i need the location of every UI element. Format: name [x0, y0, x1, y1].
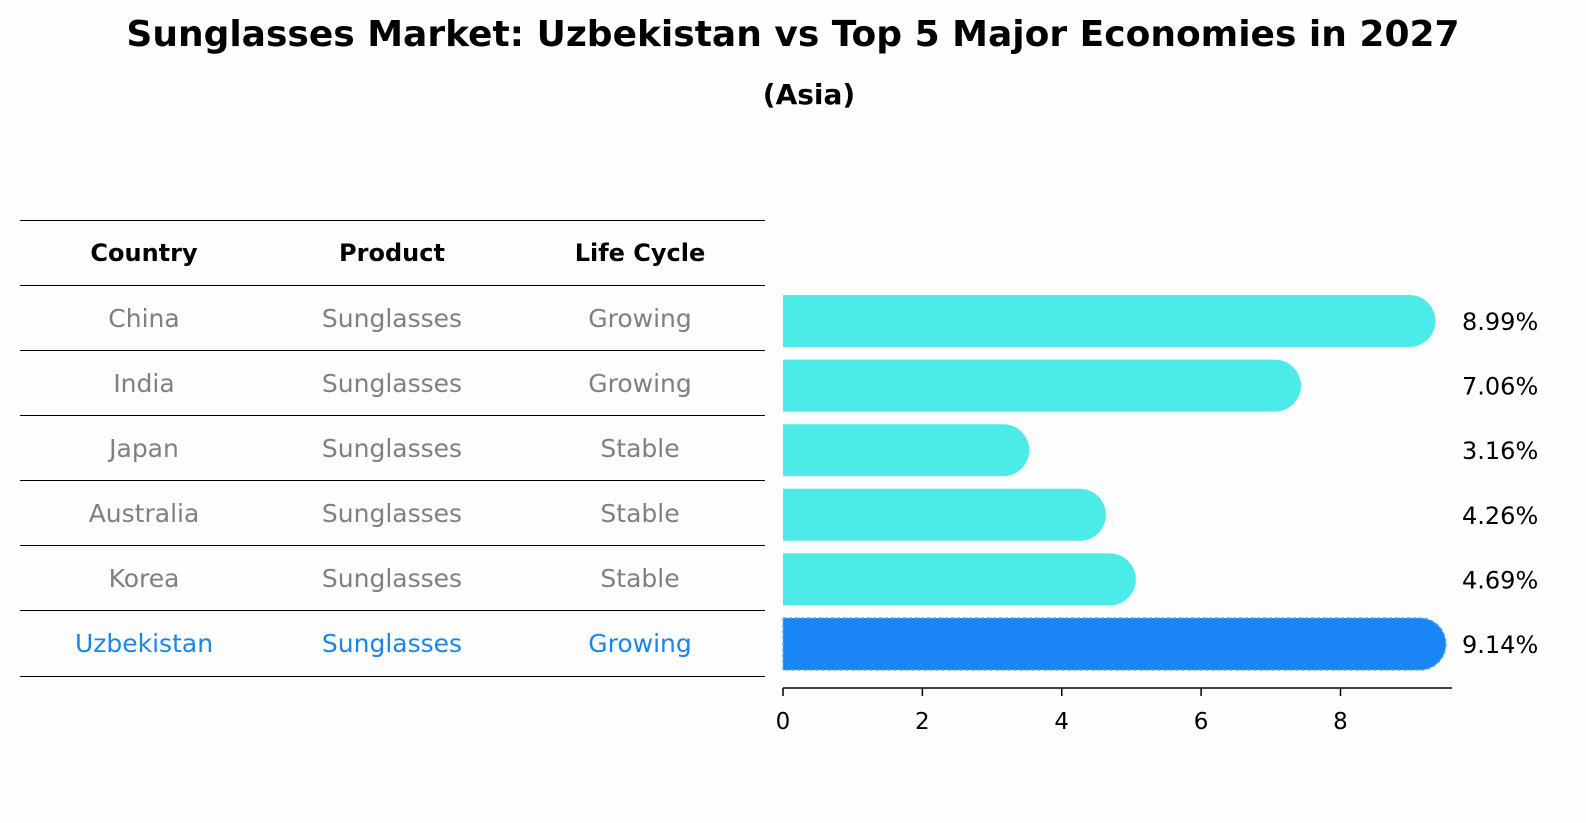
chart-title: Sunglasses Market: Uzbekistan vs Top 5 M… [126, 14, 1460, 55]
bar-japan [783, 424, 1030, 477]
x-tick-label: 2 [915, 709, 930, 735]
header-life-cycle: Life Cycle [574, 239, 706, 267]
bar-china [783, 295, 1436, 347]
table-row: India Sunglasses Growing [20, 350, 765, 415]
cell-life-cycle: Stable [600, 498, 680, 528]
cell-country: Australia [88, 498, 200, 528]
data-table: Country Product Life Cycle China Sunglas… [20, 220, 765, 677]
table-row: China Sunglasses Growing [20, 285, 765, 350]
cell-life-cycle: Growing [588, 303, 692, 333]
value-label: 9.14% [1462, 631, 1538, 659]
value-label: 8.99% [1462, 308, 1538, 336]
cell-country: India [113, 368, 175, 398]
table-row-highlighted: Uzbekistan Sunglasses Growing [20, 610, 765, 677]
cell-life-cycle: Growing [588, 629, 692, 658]
cell-country: Uzbekistan [74, 629, 214, 658]
header-product: Product [339, 239, 445, 267]
value-label: 4.69% [1462, 566, 1538, 594]
cell-product: Sunglasses [321, 498, 463, 528]
x-tick-label: 4 [1054, 709, 1069, 735]
bar-uzbekistan [782, 617, 1447, 671]
table-row: Japan Sunglasses Stable [20, 415, 765, 480]
header-country: Country [90, 239, 198, 267]
x-tick-label: 8 [1333, 709, 1348, 735]
x-tick-label: 6 [1194, 709, 1209, 735]
cell-life-cycle: Stable [600, 433, 680, 463]
bar-australia [783, 488, 1106, 541]
cell-product: Sunglasses [321, 303, 463, 333]
cell-country: China [108, 303, 180, 333]
cell-product: Sunglasses [321, 563, 463, 593]
value-label: 7.06% [1462, 373, 1538, 401]
cell-product: Sunglasses [321, 433, 463, 463]
cell-life-cycle: Growing [588, 368, 692, 398]
cell-life-cycle: Stable [600, 563, 680, 593]
value-label: 4.26% [1462, 502, 1538, 530]
chart-subtitle: (Asia) [762, 78, 856, 111]
table-row: Korea Sunglasses Stable [20, 545, 765, 610]
cell-country: Japan [109, 433, 179, 463]
table-row: Australia Sunglasses Stable [20, 480, 765, 545]
bar-india [783, 359, 1301, 412]
bar-korea [783, 553, 1136, 606]
table-header-row: Country Product Life Cycle [20, 220, 765, 285]
value-label: 3.16% [1462, 437, 1538, 465]
cell-product: Sunglasses [321, 629, 463, 658]
cell-country: Korea [108, 563, 180, 593]
cell-product: Sunglasses [321, 368, 463, 398]
x-tick-label: 0 [776, 709, 791, 735]
